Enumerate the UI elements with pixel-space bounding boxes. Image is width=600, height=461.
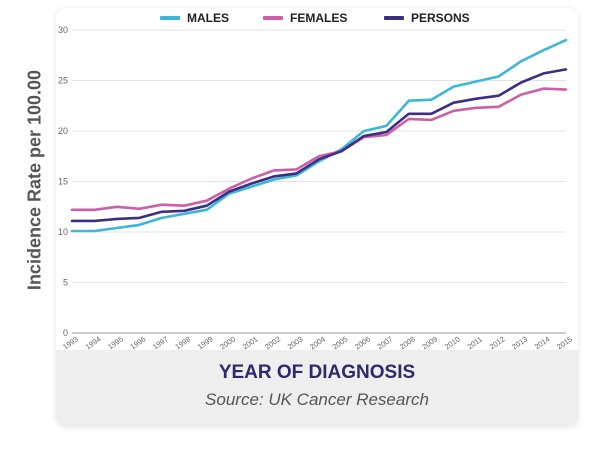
x-tick-label: 2004 bbox=[308, 334, 327, 351]
x-tick-label: 2002 bbox=[263, 334, 282, 351]
x-tick-label: 2012 bbox=[488, 334, 507, 351]
x-tick-label: 2005 bbox=[331, 334, 350, 351]
legend-swatch-females bbox=[263, 16, 283, 20]
series-line-persons bbox=[70, 68, 568, 223]
x-tick-label: 2011 bbox=[466, 335, 484, 352]
legend-label-females: FEMALES bbox=[290, 11, 347, 25]
x-tick-label: 1999 bbox=[196, 334, 215, 351]
y-tick-label: 25 bbox=[58, 76, 68, 86]
legend-swatch-males bbox=[160, 16, 180, 20]
x-tick-label: 2010 bbox=[443, 334, 462, 351]
legend-label-males: MALES bbox=[187, 11, 229, 25]
x-tick-label: 2007 bbox=[376, 334, 395, 351]
x-axis-title: YEAR OF DIAGNOSIS bbox=[218, 362, 416, 383]
y-tick-label: 20 bbox=[58, 126, 68, 136]
y-tick-label: 15 bbox=[58, 177, 68, 187]
y-tick-label: 30 bbox=[58, 25, 68, 35]
x-tick-label: 1997 bbox=[151, 334, 170, 351]
x-tick-label: 2003 bbox=[286, 334, 305, 351]
y-tick-label: 0 bbox=[63, 328, 68, 338]
source-caption: Source: UK Cancer Research bbox=[205, 390, 429, 409]
x-tick-label: 1995 bbox=[106, 334, 125, 351]
chart-footer: YEAR OF DIAGNOSIS Source: UK Cancer Rese… bbox=[56, 350, 578, 426]
y-tick-label: 5 bbox=[63, 278, 68, 288]
legend-swatch-persons bbox=[384, 16, 404, 20]
x-tick-label: 2008 bbox=[398, 334, 417, 351]
x-tick-label: 2014 bbox=[533, 334, 552, 351]
x-tick-label: 2000 bbox=[218, 334, 237, 351]
series-line-females bbox=[70, 87, 568, 212]
series-line-males bbox=[70, 38, 568, 233]
y-tick-label: 10 bbox=[58, 227, 68, 237]
x-tick-label: 1994 bbox=[84, 334, 103, 351]
x-tick-label: 2013 bbox=[510, 334, 529, 351]
x-tick-label: 2009 bbox=[420, 334, 439, 351]
x-tick-label: 2015 bbox=[555, 334, 574, 351]
x-tick-label: 1998 bbox=[173, 334, 192, 351]
x-tick-label: 2006 bbox=[353, 334, 372, 351]
legend-label-persons: PERSONS bbox=[411, 11, 470, 25]
x-tick-label: 2001 bbox=[241, 334, 260, 351]
x-tick-label: 1996 bbox=[129, 334, 148, 351]
